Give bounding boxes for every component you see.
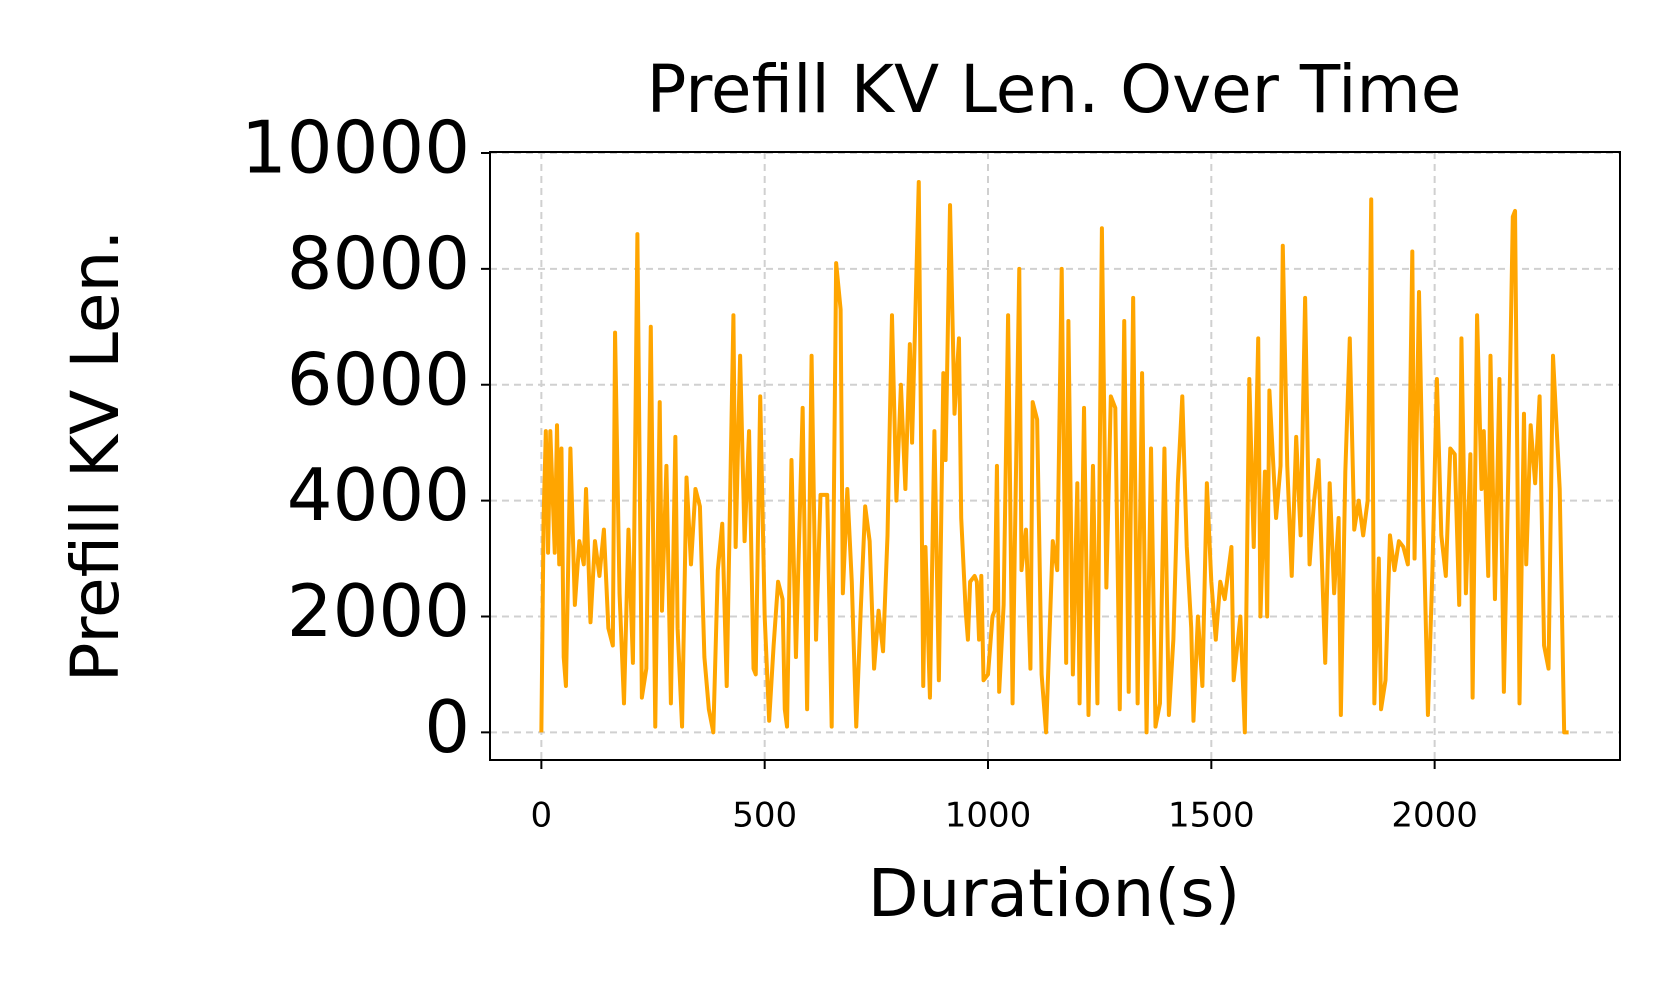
y-tick-label: 4000 — [287, 453, 470, 537]
x-tick-label: 500 — [732, 796, 797, 836]
chart-title: Prefill KV Len. Over Time — [647, 51, 1462, 128]
data-line — [539, 179, 1569, 735]
x-tick-label: 1500 — [1168, 796, 1255, 836]
y-tick-label: 0 — [424, 685, 470, 769]
y-tick-label: 6000 — [287, 337, 470, 421]
x-tick-label: 0 — [531, 796, 553, 836]
y-tick-label: 2000 — [287, 569, 470, 653]
x-tick-label: 1000 — [945, 796, 1032, 836]
plot-frame — [489, 151, 1621, 761]
x-tick-label: 2000 — [1391, 796, 1478, 836]
y-axis-label: Prefill KV Len. — [57, 230, 134, 683]
y-tick-label: 8000 — [287, 221, 470, 305]
x-axis-label: Duration(s) — [868, 855, 1241, 932]
y-tick-label: 10000 — [241, 106, 470, 190]
